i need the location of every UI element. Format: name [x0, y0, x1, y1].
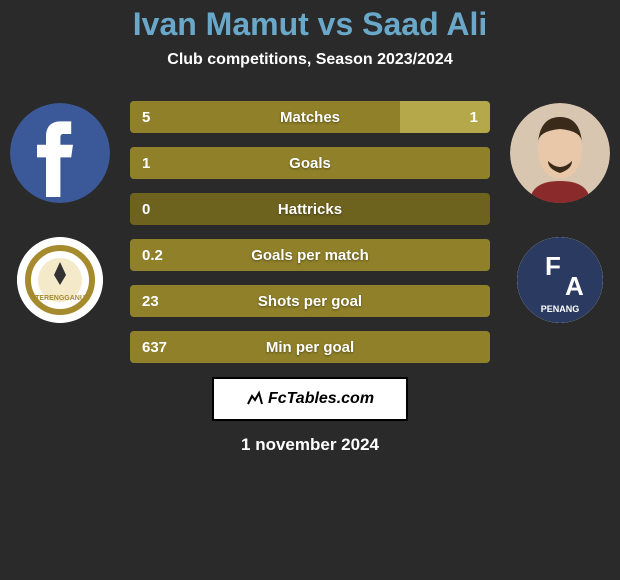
- stat-bar: 0Hattricks: [130, 193, 490, 225]
- svg-text:PENANG: PENANG: [541, 304, 580, 314]
- player-right-club-badge: F A PENANG: [517, 237, 603, 323]
- stat-bar: 0.2Goals per match: [130, 239, 490, 271]
- svg-text:A: A: [565, 271, 584, 301]
- facebook-icon: [10, 103, 110, 203]
- player-left-club-badge: TERENGGANU: [17, 237, 103, 323]
- player-right-avatar: [510, 103, 610, 203]
- stat-bar: 637Min per goal: [130, 331, 490, 363]
- svg-text:F: F: [545, 251, 561, 281]
- player-left-avatar: [10, 103, 110, 203]
- page-title: Ivan Mamut vs Saad Ali: [0, 6, 620, 43]
- date-text: 1 november 2024: [0, 435, 620, 455]
- brand-logo-icon: [246, 390, 264, 408]
- stat-bar: 51Matches: [130, 101, 490, 133]
- stat-bar: 1Goals: [130, 147, 490, 179]
- brand-text: FcTables.com: [268, 390, 374, 408]
- comparison-card: Ivan Mamut vs Saad Ali Club competitions…: [0, 0, 620, 455]
- bar-label: Min per goal: [130, 331, 490, 363]
- bar-label: Goals: [130, 147, 490, 179]
- player-photo-icon: [510, 103, 610, 203]
- brand-badge: FcTables.com: [212, 377, 408, 421]
- bar-label: Goals per match: [130, 239, 490, 271]
- club-badge-right-icon: F A PENANG: [517, 237, 603, 323]
- club-badge-left-icon: TERENGGANU: [17, 237, 103, 323]
- content-area: TERENGGANU F A PENANG 51Matches 1Goals 0Ha…: [0, 91, 620, 455]
- bar-label: Hattricks: [130, 193, 490, 225]
- stat-bar: 23Shots per goal: [130, 285, 490, 317]
- page-subtitle: Club competitions, Season 2023/2024: [0, 51, 620, 69]
- bar-label: Shots per goal: [130, 285, 490, 317]
- svg-text:TERENGGANU: TERENGGANU: [35, 295, 85, 302]
- stat-bars: 51Matches 1Goals 0Hattricks 0.2Goals per ma…: [130, 91, 490, 363]
- bar-label: Matches: [130, 101, 490, 133]
